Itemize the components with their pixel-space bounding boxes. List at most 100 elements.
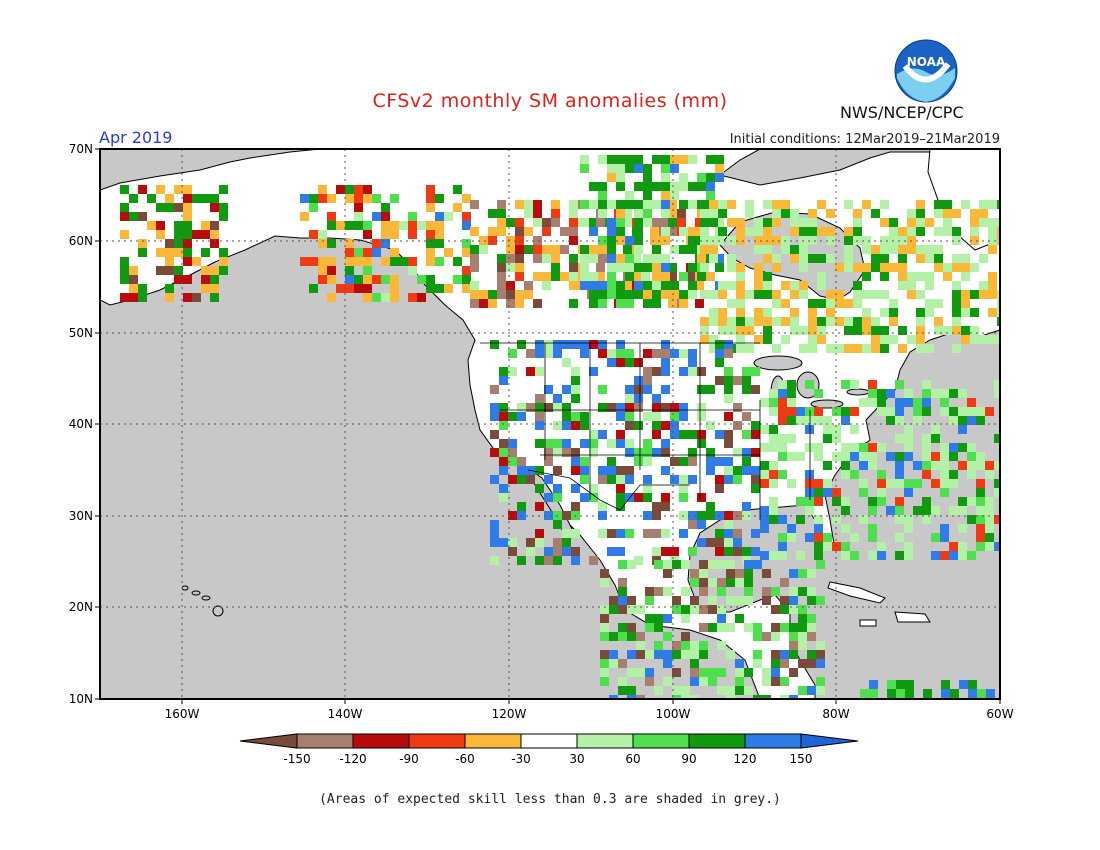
anomaly-cell — [679, 227, 688, 236]
anomaly-cell — [934, 254, 943, 263]
anomaly-cell — [562, 529, 571, 538]
anomaly-cell — [632, 254, 641, 263]
legend-label: 60 — [625, 752, 640, 766]
anomaly-cell — [814, 389, 823, 398]
anomaly-cell — [336, 221, 345, 230]
anomaly-cell — [210, 221, 219, 230]
anomaly-cell — [877, 497, 886, 506]
anomaly-cell — [762, 596, 771, 605]
anomaly-cell — [499, 538, 508, 547]
anomaly-cell — [183, 293, 192, 302]
anomaly-cell — [778, 380, 787, 389]
anomaly-cell — [506, 236, 515, 245]
anomaly-cell — [742, 376, 751, 385]
anomaly-cell — [844, 344, 853, 353]
anomaly-cell — [562, 538, 571, 547]
anomaly-cell — [940, 470, 949, 479]
anomaly-cell — [808, 218, 817, 227]
anomaly-cell — [780, 650, 789, 659]
anomaly-cell — [850, 533, 859, 542]
anomaly-cell — [147, 194, 156, 203]
anomaly-cell — [916, 272, 925, 281]
anomaly-cell — [841, 542, 850, 551]
anomaly-cell — [589, 281, 598, 290]
anomaly-cell — [832, 497, 841, 506]
anomaly-cell — [690, 650, 699, 659]
anomaly-cell — [670, 245, 679, 254]
anomaly-cell — [877, 479, 886, 488]
anomaly-cell — [596, 218, 605, 227]
lon-label-100w: 100W — [656, 707, 691, 721]
anomaly-cell — [571, 457, 580, 466]
anomaly-cell — [643, 164, 652, 173]
anomaly-cell — [652, 367, 661, 376]
anomaly-cell — [754, 281, 763, 290]
anomaly-cell — [627, 632, 636, 641]
anomaly-cell — [607, 218, 616, 227]
anomaly-cell — [771, 677, 780, 686]
anomaly-cell — [799, 245, 808, 254]
anomaly-cell — [970, 218, 979, 227]
anomaly-cell — [616, 340, 625, 349]
anomaly-cell — [589, 290, 598, 299]
anomaly-cell — [435, 257, 444, 266]
anomaly-cell — [742, 448, 751, 457]
anomaly-cell — [706, 173, 715, 182]
anomaly-cell — [616, 430, 625, 439]
anomaly-cell — [609, 659, 618, 668]
anomaly-cell — [934, 209, 943, 218]
anomaly-cell — [515, 236, 524, 245]
anomaly-cell — [708, 668, 717, 677]
anomaly-cell — [726, 560, 735, 569]
anomaly-cell — [961, 272, 970, 281]
anomaly-cell — [763, 245, 772, 254]
anomaly-cell — [688, 182, 697, 191]
anomaly-cell — [949, 452, 958, 461]
anomaly-cell — [751, 529, 760, 538]
anomaly-cell — [551, 254, 560, 263]
anomaly-cell — [949, 443, 958, 452]
anomaly-cell — [636, 605, 645, 614]
anomaly-cell — [670, 547, 679, 556]
anomaly-cell — [994, 542, 1000, 551]
anomaly-cell — [535, 412, 544, 421]
anomaly-cell — [670, 430, 679, 439]
anomaly-cell — [210, 239, 219, 248]
anomaly-cell — [643, 493, 652, 502]
anomaly-cell — [994, 380, 1000, 389]
anomaly-cell — [506, 218, 515, 227]
anomaly-cell — [754, 308, 763, 317]
anomaly-cell — [580, 218, 589, 227]
anomaly-cell — [535, 421, 544, 430]
anomaly-cell — [688, 245, 697, 254]
anomaly-cell — [994, 434, 1000, 443]
anomaly-cell — [571, 421, 580, 430]
anomaly-cell — [760, 398, 769, 407]
anomaly-cell — [535, 466, 544, 475]
anomaly-cell — [736, 308, 745, 317]
anomaly-cell — [780, 578, 789, 587]
anomaly-cell — [922, 452, 931, 461]
anomaly-cell — [735, 569, 744, 578]
anomaly-cell — [571, 340, 580, 349]
anomaly-cell — [841, 380, 850, 389]
anomaly-cell — [706, 385, 715, 394]
anomaly-cell — [988, 290, 997, 299]
anomaly-cell — [616, 218, 625, 227]
anomaly-cell — [959, 680, 968, 689]
anomaly-cell — [979, 218, 988, 227]
anomaly-cell — [363, 257, 372, 266]
anomaly-cell — [967, 515, 976, 524]
anomaly-cell — [372, 212, 381, 221]
anomaly-cell — [210, 230, 219, 239]
anomaly-cell — [634, 493, 643, 502]
anomaly-cell — [904, 434, 913, 443]
anomaly-cell — [988, 200, 997, 209]
anomaly-cell — [826, 308, 835, 317]
anomaly-cell — [923, 689, 932, 698]
anomaly-cell — [533, 200, 542, 209]
anomaly-cell — [718, 308, 727, 317]
anomaly-cell — [652, 200, 661, 209]
anomaly-cell — [643, 254, 652, 263]
anomaly-cell — [553, 538, 562, 547]
